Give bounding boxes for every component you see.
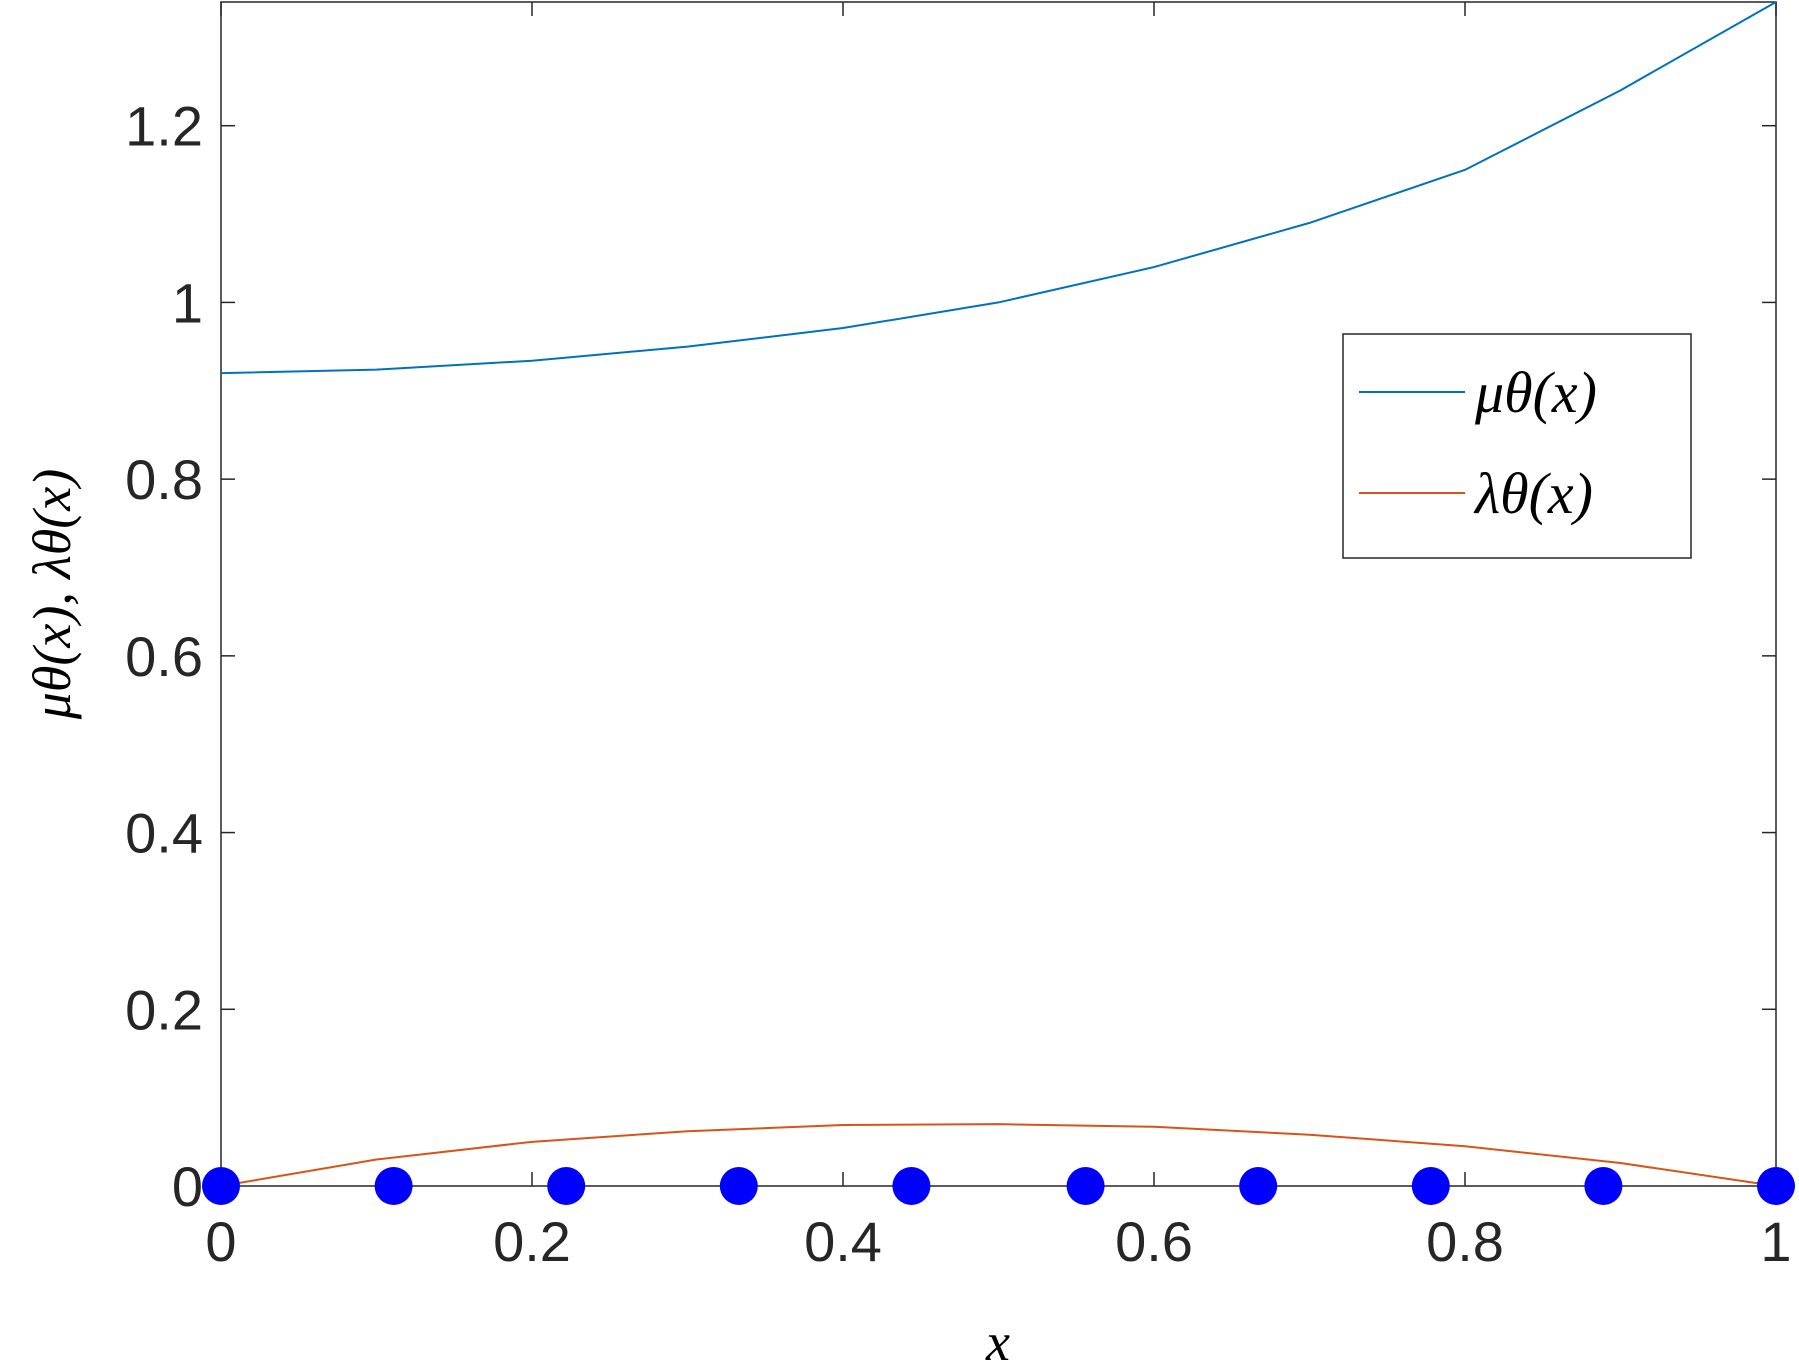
line-series [220, 1, 1777, 375]
y-tick-label: 0.4 [125, 802, 203, 865]
node-point [719, 1167, 758, 1205]
x-axis-label: x [985, 1312, 1010, 1369]
y-tick-label: 0 [172, 1155, 203, 1218]
y-tick-label: 1.2 [125, 95, 203, 158]
legend-label: μθ(x) [1474, 360, 1597, 425]
node-point [892, 1167, 931, 1205]
y-tick-label: 0.2 [125, 978, 203, 1041]
line-series [220, 1123, 1777, 1187]
node-point [1066, 1167, 1105, 1205]
node-point [374, 1167, 413, 1205]
plot-area [220, 1, 1777, 1187]
legend-label: λθ(x) [1473, 461, 1593, 526]
x-tick-label: 0.6 [1115, 1210, 1193, 1273]
y-axis-label: μθ(x), λθ(x) [22, 469, 82, 720]
y-tick-label: 0.8 [125, 448, 203, 511]
node-point [547, 1167, 586, 1205]
x-tick-label: 1 [1760, 1210, 1791, 1273]
node-point [202, 1167, 240, 1205]
y-tick-label: 1 [172, 271, 203, 334]
node-point [1584, 1167, 1623, 1205]
x-tick-label: 0.2 [493, 1210, 571, 1273]
legend-box [1342, 333, 1692, 559]
x-tick-label: 0.8 [1426, 1210, 1504, 1273]
y-tick-label: 0.6 [125, 625, 203, 688]
x-tick-label: 0 [205, 1210, 236, 1273]
node-point [1757, 1167, 1795, 1205]
node-point [1239, 1167, 1278, 1205]
node-point [1411, 1167, 1450, 1205]
x-tick-label: 0.4 [804, 1210, 882, 1273]
